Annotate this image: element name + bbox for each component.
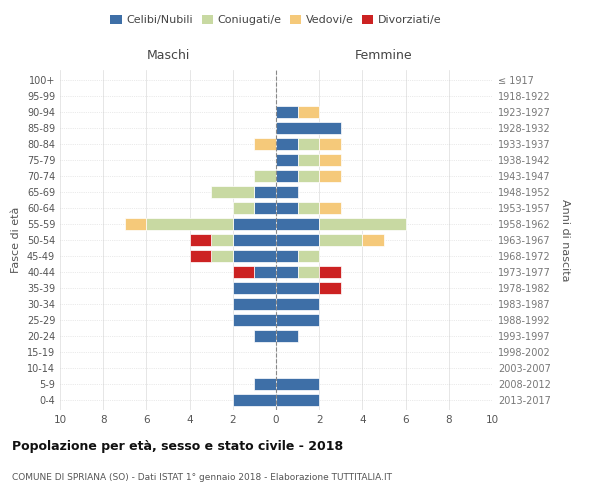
Y-axis label: Fasce di età: Fasce di età xyxy=(11,207,21,273)
Bar xyxy=(254,138,276,150)
Bar xyxy=(276,186,298,198)
Bar xyxy=(190,234,211,246)
Bar xyxy=(319,266,341,278)
Bar xyxy=(233,234,276,246)
Bar xyxy=(319,154,341,166)
Text: COMUNE DI SPRIANA (SO) - Dati ISTAT 1° gennaio 2018 - Elaborazione TUTTITALIA.IT: COMUNE DI SPRIANA (SO) - Dati ISTAT 1° g… xyxy=(12,473,392,482)
Text: Femmine: Femmine xyxy=(355,49,413,62)
Bar xyxy=(276,138,298,150)
Bar xyxy=(276,234,319,246)
Bar xyxy=(211,250,233,262)
Bar xyxy=(211,186,254,198)
Bar xyxy=(276,314,319,326)
Bar xyxy=(319,202,341,214)
Bar xyxy=(298,106,319,118)
Bar xyxy=(276,202,298,214)
Bar xyxy=(254,202,276,214)
Bar xyxy=(276,106,298,118)
Bar xyxy=(233,202,254,214)
Bar xyxy=(319,218,406,230)
Text: Maschi: Maschi xyxy=(146,49,190,62)
Bar xyxy=(233,298,276,310)
Y-axis label: Anni di nascita: Anni di nascita xyxy=(560,198,571,281)
Bar xyxy=(362,234,384,246)
Bar xyxy=(319,138,341,150)
Bar xyxy=(254,170,276,182)
Bar xyxy=(276,218,319,230)
Bar xyxy=(276,154,298,166)
Bar xyxy=(276,122,341,134)
Bar xyxy=(276,330,298,342)
Bar xyxy=(276,394,319,406)
Text: Popolazione per età, sesso e stato civile - 2018: Popolazione per età, sesso e stato civil… xyxy=(12,440,343,453)
Bar xyxy=(319,170,341,182)
Bar xyxy=(276,298,319,310)
Bar xyxy=(125,218,146,230)
Bar xyxy=(276,170,298,182)
Bar xyxy=(254,186,276,198)
Bar xyxy=(233,282,276,294)
Legend: Celibi/Nubili, Coniugati/e, Vedovi/e, Divorziati/e: Celibi/Nubili, Coniugati/e, Vedovi/e, Di… xyxy=(106,10,446,30)
Bar xyxy=(233,314,276,326)
Bar xyxy=(211,234,233,246)
Bar xyxy=(254,266,276,278)
Bar xyxy=(319,282,341,294)
Bar xyxy=(254,330,276,342)
Bar xyxy=(233,250,276,262)
Bar xyxy=(233,218,276,230)
Bar xyxy=(298,202,319,214)
Bar xyxy=(298,250,319,262)
Bar xyxy=(190,250,211,262)
Bar xyxy=(298,154,319,166)
Bar xyxy=(276,266,298,278)
Bar xyxy=(276,282,319,294)
Bar xyxy=(276,250,298,262)
Bar xyxy=(298,266,319,278)
Bar xyxy=(319,234,362,246)
Bar xyxy=(233,266,254,278)
Bar xyxy=(254,378,276,390)
Bar xyxy=(298,170,319,182)
Bar xyxy=(276,378,319,390)
Bar xyxy=(146,218,233,230)
Bar xyxy=(233,394,276,406)
Bar xyxy=(298,138,319,150)
